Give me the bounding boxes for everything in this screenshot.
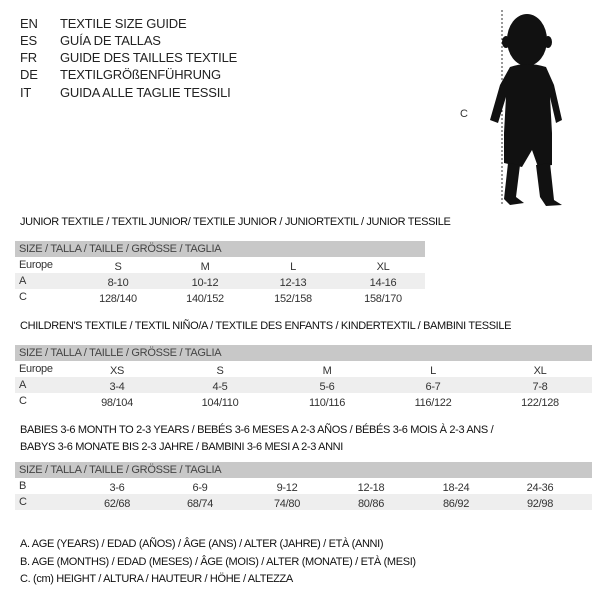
table-cell: 14-16 [369,277,397,289]
legend-note: B. AGE (MONTHS) / EDAD (MESES) / ÂGE (MO… [20,556,416,568]
table-cell: 12-13 [279,277,307,289]
table-cell: 62/68 [103,498,131,510]
table-cell: 18-24 [442,482,470,494]
table-cell: 86/92 [442,498,470,510]
table-cell: 104/110 [201,397,239,409]
table-row: A 8-10 10-12 12-13 14-16 [15,273,425,289]
lang-code: FR [20,50,37,65]
lang-title: GUIDE DES TAILLES TEXTILE [60,50,238,65]
lang-code: DE [20,67,38,82]
lang-code: IT [20,85,32,100]
babies-section-title-line2: BABYS 3-6 MONATE BIS 2-3 JAHRE / BAMBINI… [20,441,343,453]
table-row: B 3-6 6-9 9-12 12-18 18-24 24-36 [15,478,592,494]
table-cell: M [200,261,210,273]
table-cell: 74/80 [273,498,301,510]
junior-size-table: SIZE / TALLA / TAILLE / GRÖSSE / TAGLIA … [15,241,425,305]
babies-size-table: SIZE / TALLA / TAILLE / GRÖSSE / TAGLIA … [15,462,592,510]
table-cell: M [322,365,332,377]
table-header-row: SIZE / TALLA / TAILLE / GRÖSSE / TAGLIA [15,345,592,361]
table-cell: 140/152 [186,293,224,305]
table-row: A 3-4 4-5 5-6 6-7 7-8 [15,377,592,393]
table-cell: 6-7 [425,381,441,393]
lang-title: TEXTILE SIZE GUIDE [60,16,187,31]
table-cell: 98/104 [101,397,133,409]
lang-title: TEXTILGRÖßENFÜHRUNG [60,67,221,82]
table-cell: L [290,261,296,273]
table-cell: S [216,365,224,377]
table-cell: 122/128 [521,397,559,409]
header-label: SIZE / TALLA / TAILLE / GRÖSSE / TAGLIA [19,243,222,255]
row-label: B [19,480,27,492]
table-row: C 98/104 104/110 110/116 116/122 122/128 [15,393,592,409]
height-label: C [460,108,468,120]
lang-title: GUÍA DE TALLAS [60,33,161,48]
table-row: Europe S M L XL [15,257,425,273]
table-cell: 158/170 [364,293,402,305]
children-section-title: CHILDREN'S TEXTILE / TEXTIL NIÑO/A / TEX… [20,320,512,332]
table-cell: 5-6 [319,381,335,393]
table-cell: XL [376,261,390,273]
table-cell: 128/140 [99,293,137,305]
row-label: C [19,496,27,508]
table-cell: 68/74 [186,498,214,510]
table-cell: 110/116 [308,397,346,409]
babies-section-title-line1: BABIES 3-6 MONTH TO 2-3 YEARS / BEBÉS 3-… [20,424,494,436]
junior-section-title: JUNIOR TEXTILE / TEXTIL JUNIOR/ TEXTILE … [20,216,451,228]
legend-note: A. AGE (YEARS) / EDAD (AÑOS) / ÂGE (ANS)… [20,538,384,550]
child-silhouette-icon [490,10,562,206]
row-label: C [19,395,27,407]
table-cell: 24-36 [526,482,554,494]
table-cell: 7-8 [532,381,548,393]
table-cell: 3-4 [109,381,125,393]
row-label: Europe [19,363,53,375]
table-cell: XS [109,365,125,377]
table-cell: 8-10 [107,277,129,289]
table-cell: 12-18 [357,482,385,494]
table-cell: 10-12 [191,277,219,289]
table-cell: XL [533,365,547,377]
row-label: Europe [19,259,53,271]
header-label: SIZE / TALLA / TAILLE / GRÖSSE / TAGLIA [19,464,222,476]
table-cell: 3-6 [109,482,125,494]
table-cell: 4-5 [212,381,228,393]
lang-code: EN [20,16,38,31]
row-label: C [19,291,27,303]
row-label: A [19,275,27,287]
row-label: A [19,379,27,391]
table-header-row: SIZE / TALLA / TAILLE / GRÖSSE / TAGLIA [15,462,592,478]
table-cell: S [114,261,122,273]
lang-code: ES [20,33,37,48]
lang-title: GUIDA ALLE TAGLIE TESSILI [60,85,231,100]
table-row: C 128/140 140/152 152/158 158/170 [15,289,425,305]
table-cell: 80/86 [357,498,385,510]
table-cell: L [430,365,436,377]
table-cell: 116/122 [414,397,452,409]
table-cell: 9-12 [276,482,298,494]
legend-note: C. (cm) HEIGHT / ALTURA / HAUTEUR / HÖHE… [20,573,293,585]
table-row: C 62/68 68/74 74/80 80/86 86/92 92/98 [15,494,592,510]
table-cell: 152/158 [274,293,312,305]
table-header-row: SIZE / TALLA / TAILLE / GRÖSSE / TAGLIA [15,241,425,257]
table-cell: 6-9 [192,482,208,494]
table-cell: 92/98 [526,498,554,510]
header-label: SIZE / TALLA / TAILLE / GRÖSSE / TAGLIA [19,347,222,359]
table-row: Europe XS S M L XL [15,361,592,377]
children-size-table: SIZE / TALLA / TAILLE / GRÖSSE / TAGLIA … [15,345,592,409]
